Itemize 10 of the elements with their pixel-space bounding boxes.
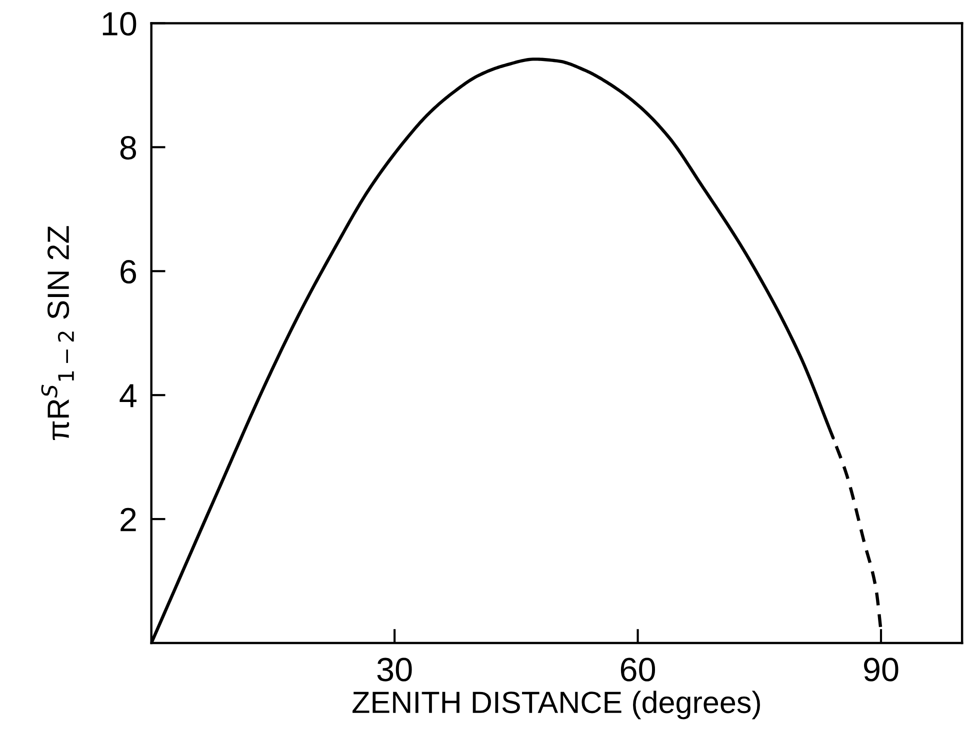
y-tick-label: 4 (120, 384, 136, 408)
y-tick-label: 2 (120, 508, 136, 532)
x-axis-title: ZENITH DISTANCE (degrees) (352, 690, 760, 720)
y-axis-title: πR$^{S}$$_{1−2}$ SIN 2Z (41, 226, 74, 440)
y-tick-label: 6 (120, 260, 136, 284)
y-tick-label: 8 (120, 136, 136, 160)
y-tick-label: 10 (102, 12, 136, 36)
x-tick-label: 30 (377, 658, 412, 682)
x-tick-label: 60 (620, 658, 656, 682)
x-tick-label: 90 (864, 658, 898, 682)
